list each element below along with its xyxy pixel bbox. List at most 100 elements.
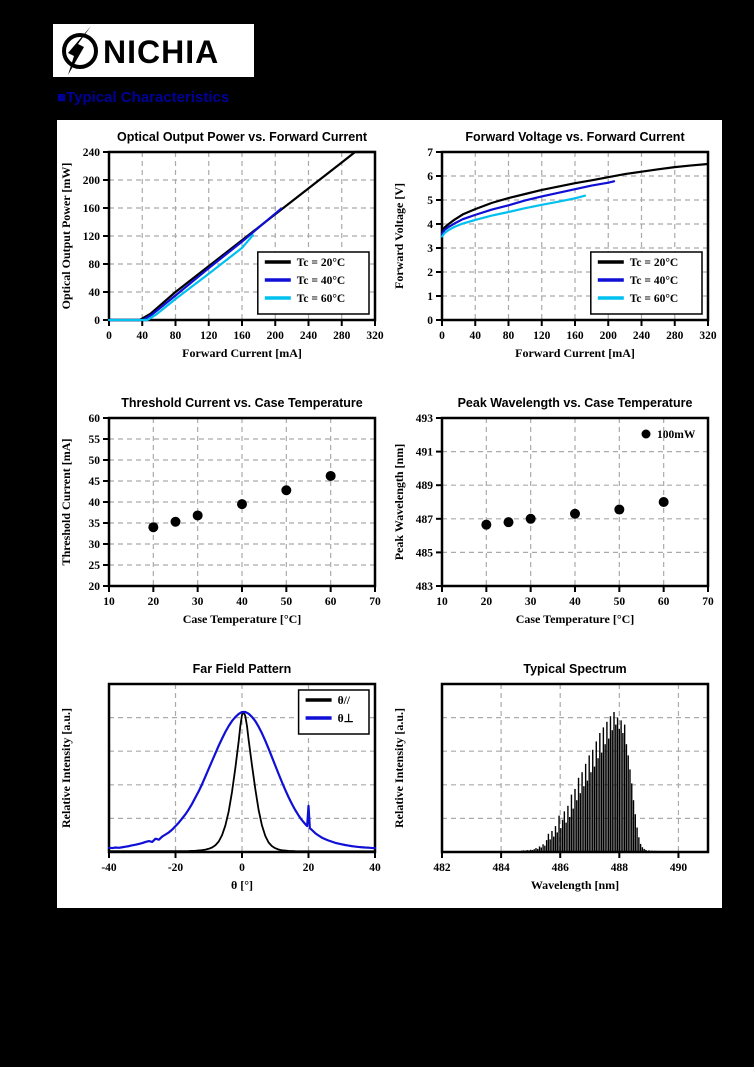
svg-text:80: 80	[170, 330, 182, 342]
chart-optical-output-power-vs-forward-current: Optical Output Power vs. Forward Current…	[57, 126, 389, 370]
svg-text:Tc = 20°C: Tc = 20°C	[297, 257, 345, 269]
svg-text:35: 35	[89, 518, 101, 530]
svg-text:7: 7	[427, 147, 433, 159]
svg-text:100mW: 100mW	[657, 429, 696, 441]
svg-text:Case Temperature [°C]: Case Temperature [°C]	[183, 612, 302, 626]
svg-text:40: 40	[89, 497, 101, 509]
svg-text:Typical Spectrum: Typical Spectrum	[523, 662, 626, 676]
svg-text:40: 40	[137, 330, 149, 342]
svg-text:10: 10	[436, 596, 448, 608]
svg-text:490: 490	[670, 862, 688, 874]
svg-text:40: 40	[369, 862, 381, 874]
svg-text:Threshold Current [mA]: Threshold Current [mA]	[59, 439, 73, 566]
svg-text:320: 320	[366, 330, 384, 342]
svg-text:20: 20	[303, 862, 315, 874]
svg-text:488: 488	[611, 862, 629, 874]
svg-text:θ//: θ//	[338, 695, 351, 707]
svg-text:20: 20	[148, 596, 160, 608]
svg-text:Case Temperature [°C]: Case Temperature [°C]	[516, 612, 635, 626]
logo-text: NICHIA	[103, 34, 219, 70]
svg-text:240: 240	[83, 147, 101, 159]
svg-text:20: 20	[89, 581, 101, 593]
charts-panel: Optical Output Power vs. Forward Current…	[57, 120, 722, 908]
peak-wavelength-chart: Peak Wavelength vs. Case Temperature 10 20…	[392, 396, 714, 626]
svg-text:120: 120	[200, 330, 218, 342]
svg-text:50: 50	[281, 596, 293, 608]
chart-threshold-current-vs-case-temperature: Threshold Current vs. Case Temperature 10…	[57, 392, 389, 636]
svg-text:280: 280	[666, 330, 684, 342]
typical-spectrum-chart: Typical Spectrum 482 484 486 488 490 Wavelengt…	[392, 662, 710, 892]
svg-text:Threshold Current vs. Case Tem: Threshold Current vs. Case Temperature	[121, 396, 363, 410]
svg-text:200: 200	[83, 175, 101, 187]
svg-text:487: 487	[416, 514, 434, 526]
svg-text:Peak Wavelength vs. Case Tempe: Peak Wavelength vs. Case Temperature	[458, 396, 693, 410]
svg-text:Tc = 60°C: Tc = 60°C	[297, 293, 345, 305]
svg-text:4: 4	[427, 219, 433, 231]
optical-output-power-chart: Optical Output Power vs. Forward Current…	[59, 130, 384, 360]
svg-text:50: 50	[89, 455, 101, 467]
svg-text:40: 40	[569, 596, 581, 608]
svg-text:Relative Intensity [a.u.]: Relative Intensity [a.u.]	[59, 708, 73, 828]
svg-text:0: 0	[94, 315, 100, 327]
svg-text:Relative Intensity [a.u.]: Relative Intensity [a.u.]	[392, 708, 406, 828]
nichia-logo: NICHIA	[53, 24, 254, 77]
svg-text:240: 240	[633, 330, 651, 342]
svg-text:0: 0	[427, 315, 433, 327]
svg-text:484: 484	[492, 862, 510, 874]
svg-text:70: 70	[369, 596, 381, 608]
chart-peak-wavelength-vs-case-temperature: Peak Wavelength vs. Case Temperature 10 20…	[390, 392, 722, 636]
svg-text:θ⊥: θ⊥	[338, 713, 354, 725]
svg-text:486: 486	[552, 862, 570, 874]
svg-text:160: 160	[83, 203, 101, 215]
logo-circle	[62, 33, 98, 69]
svg-text:0: 0	[439, 330, 445, 342]
svg-text:60: 60	[325, 596, 337, 608]
svg-text:60: 60	[658, 596, 670, 608]
svg-text:160: 160	[233, 330, 251, 342]
svg-text:3: 3	[427, 243, 433, 255]
svg-text:482: 482	[433, 862, 451, 874]
svg-text:6: 6	[427, 171, 433, 183]
lightning-bolt-icon	[68, 26, 91, 75]
section-heading: ■Typical Characteristics	[57, 89, 230, 106]
svg-text:493: 493	[416, 413, 434, 425]
svg-text:-20: -20	[168, 862, 184, 874]
svg-text:491: 491	[416, 447, 434, 459]
svg-text:20: 20	[481, 596, 493, 608]
svg-text:80: 80	[89, 259, 101, 271]
svg-text:240: 240	[300, 330, 318, 342]
nichia-logo-mark: NICHIA	[62, 26, 219, 75]
svg-text:30: 30	[192, 596, 204, 608]
svg-text:200: 200	[600, 330, 618, 342]
svg-text:θ [°]: θ [°]	[231, 878, 253, 892]
svg-text:Optical Output Power vs. Forwa: Optical Output Power vs. Forward Current	[117, 130, 368, 144]
svg-text:70: 70	[702, 596, 714, 608]
svg-text:200: 200	[267, 330, 285, 342]
svg-text:Tc = 40°C: Tc = 40°C	[297, 275, 345, 287]
svg-text:Tc = 20°C: Tc = 20°C	[630, 257, 678, 269]
svg-text:30: 30	[525, 596, 537, 608]
svg-text:Tc = 40°C: Tc = 40°C	[630, 275, 678, 287]
svg-text:45: 45	[89, 476, 101, 488]
svg-text:489: 489	[416, 480, 434, 492]
svg-text:120: 120	[83, 231, 101, 243]
svg-text:0: 0	[239, 862, 245, 874]
chart-typical-spectrum: Typical Spectrum 482 484 486 488 490 Wavelengt…	[390, 658, 722, 902]
svg-text:40: 40	[470, 330, 482, 342]
svg-text:60: 60	[89, 413, 101, 425]
svg-text:Forward Voltage vs. Forward Cu: Forward Voltage vs. Forward Current	[465, 130, 685, 144]
svg-text:Tc = 60°C: Tc = 60°C	[630, 293, 678, 305]
svg-text:320: 320	[699, 330, 717, 342]
svg-text:483: 483	[416, 581, 434, 593]
svg-text:10: 10	[103, 596, 115, 608]
svg-text:2: 2	[427, 267, 433, 279]
svg-text:30: 30	[89, 539, 101, 551]
svg-text:280: 280	[333, 330, 351, 342]
chart-far-field-pattern: Far Field Pattern -40 -20 0 20 40 θ [°] Relativ…	[57, 658, 389, 902]
svg-text:Optical Output Power [mW]: Optical Output Power [mW]	[59, 163, 73, 310]
svg-text:485: 485	[416, 547, 434, 559]
svg-text:1: 1	[427, 291, 433, 303]
svg-text:80: 80	[503, 330, 515, 342]
